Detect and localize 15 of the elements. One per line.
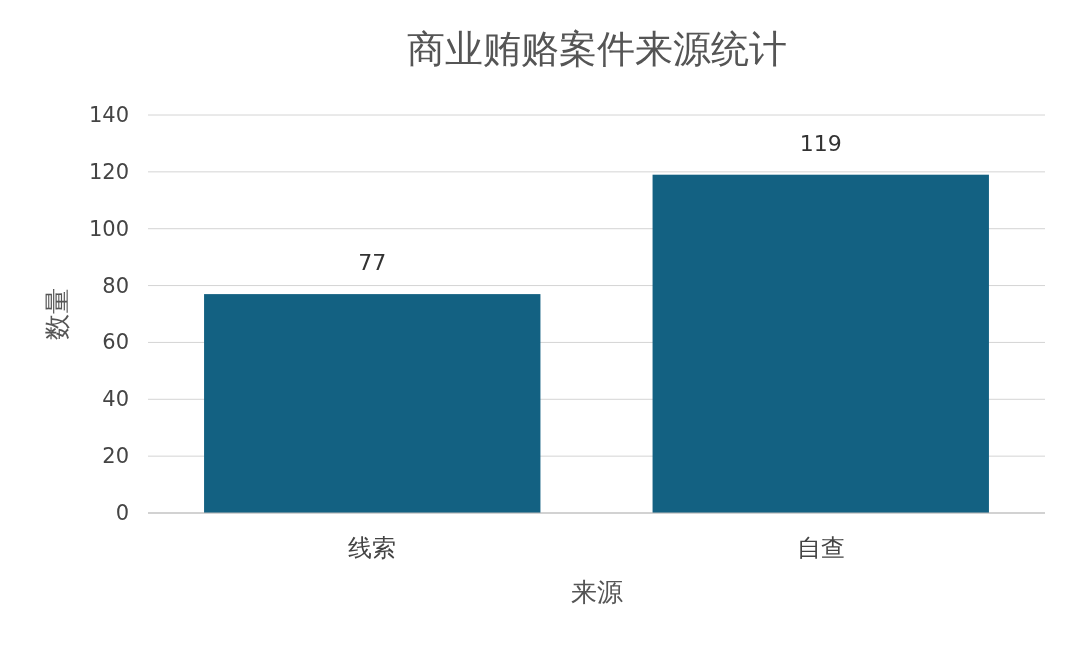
y-axis-title: 数量 [42,288,72,340]
data-label: 119 [799,130,842,156]
y-tick-label: 0 [115,501,129,525]
y-tick-label: 20 [102,444,129,469]
y-tick-label: 120 [88,159,129,184]
y-tick-label: 60 [102,330,129,355]
x-tick-label: 线索 [348,534,397,562]
data-label: 77 [358,250,387,276]
y-tick-label: 140 [88,103,129,127]
x-tick-label: 自查 [796,534,845,562]
y-tick-label: 40 [102,387,129,412]
x-axis-title: 来源 [570,577,623,607]
y-tick-label: 80 [102,273,129,298]
y-tick-label: 100 [88,216,129,241]
chart-title: 商业贿赂案件来源统计 [406,27,787,71]
